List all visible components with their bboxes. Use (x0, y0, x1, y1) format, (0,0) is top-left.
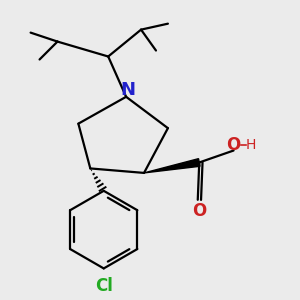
Text: N: N (120, 81, 135, 99)
Text: H: H (246, 138, 256, 152)
Text: O: O (192, 202, 206, 220)
Text: O: O (226, 136, 241, 154)
Text: Cl: Cl (95, 277, 113, 295)
Polygon shape (144, 159, 200, 173)
